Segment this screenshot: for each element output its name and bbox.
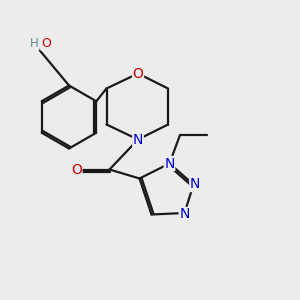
Text: O: O	[71, 163, 82, 176]
Text: O: O	[133, 67, 143, 80]
Text: H: H	[30, 37, 39, 50]
Text: O: O	[41, 37, 51, 50]
Text: N: N	[133, 133, 143, 146]
Text: N: N	[164, 157, 175, 170]
Text: N: N	[190, 178, 200, 191]
Text: N: N	[179, 208, 190, 221]
